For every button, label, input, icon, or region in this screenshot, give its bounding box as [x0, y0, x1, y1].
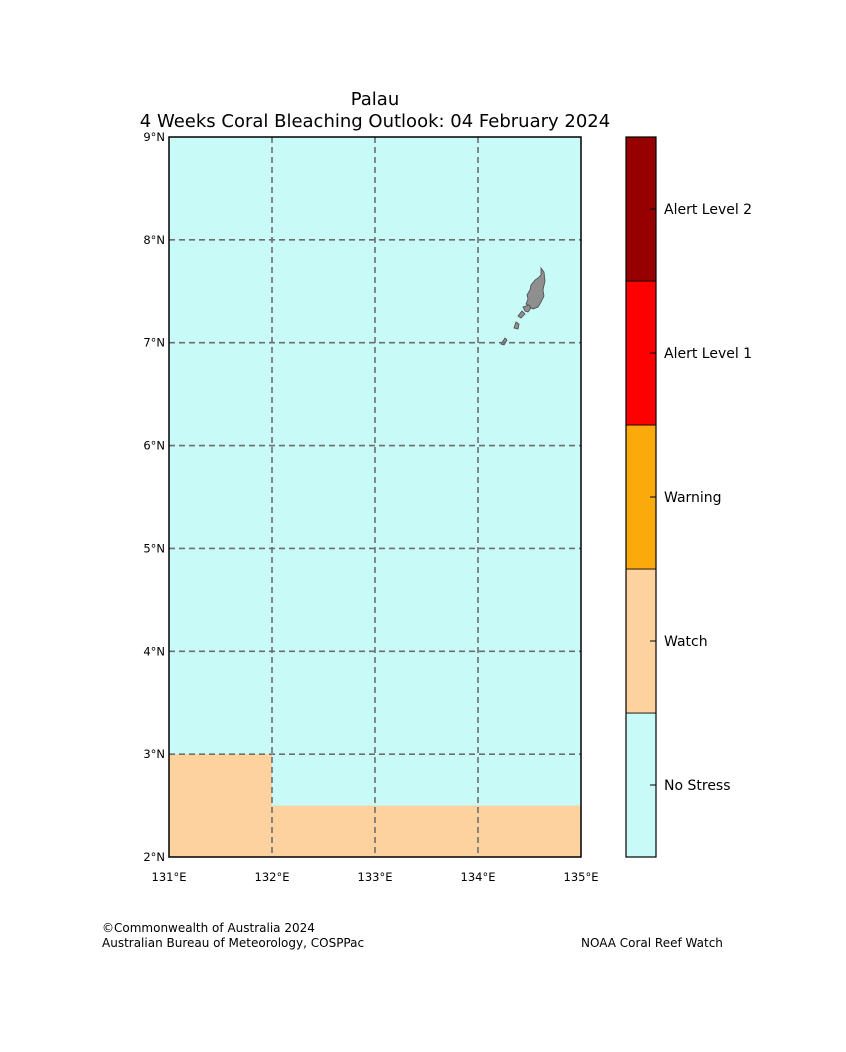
- latitude-tick-label: 6°N: [143, 439, 165, 453]
- land-layer: [500, 266, 546, 346]
- longitude-tick-label: 132°E: [255, 870, 290, 884]
- map-frame: [168, 136, 582, 858]
- stress-regions: [169, 754, 581, 857]
- latitude-tick-label: 2°N: [143, 850, 165, 864]
- latitude-tick-label: 4°N: [143, 644, 165, 658]
- copyright-text: ©Commonwealth of Australia 2024: [102, 921, 315, 935]
- partner-text: NOAA Coral Reef Watch: [581, 936, 723, 950]
- colorbar-labels: No Stress Watch Warning Alert Level 1 Alert …: [650, 202, 752, 794]
- koror-island: [522, 304, 532, 313]
- stress-region-2: [272, 805, 581, 857]
- latitude-tick-label: 9°N: [143, 130, 165, 144]
- latitude-tick-label: 3°N: [143, 747, 165, 761]
- gridlines: [169, 137, 581, 857]
- rock-islands: [517, 310, 526, 319]
- latitude-tick-label: 8°N: [143, 233, 165, 247]
- colorbar-label: Alert Level 1: [664, 346, 752, 362]
- peleliu-island: [513, 321, 520, 330]
- colorbar-label: Alert Level 2: [664, 202, 752, 218]
- longitude-tick-label: 134°E: [461, 870, 496, 884]
- colorbar-label: Warning: [664, 490, 722, 506]
- colorbar-label: Watch: [664, 634, 708, 650]
- colorbar-bands: [625, 136, 657, 858]
- title-line-1: Palau: [351, 89, 400, 110]
- latitude-tick-label: 5°N: [143, 541, 165, 555]
- map-panel: 2°N 3°N 4°N 5°N 6°N 7°N 8°N 9°N 131°E 132°E 133°E…: [143, 130, 598, 884]
- colorbar-frame: [625, 136, 657, 858]
- longitude-tick-label: 133°E: [358, 870, 393, 884]
- stress-region-1: [169, 754, 272, 857]
- agency-text: Australian Bureau of Meteorology, COSPPa…: [102, 936, 364, 950]
- colorbar-label: No Stress: [664, 778, 731, 794]
- longitude-labels: 131°E 132°E 133°E 134°E 135°E: [152, 870, 599, 884]
- longitude-tick-label: 135°E: [564, 870, 599, 884]
- alert-level-colorbar: No Stress Watch Warning Alert Level 1 Alert …: [625, 136, 752, 858]
- title-line-2: 4 Weeks Coral Bleaching Outlook: 04 Febr…: [140, 111, 610, 132]
- longitude-tick-label: 131°E: [152, 870, 187, 884]
- latitude-labels: 2°N 3°N 4°N 5°N 6°N 7°N 8°N 9°N: [143, 130, 165, 864]
- latitude-tick-label: 7°N: [143, 336, 165, 350]
